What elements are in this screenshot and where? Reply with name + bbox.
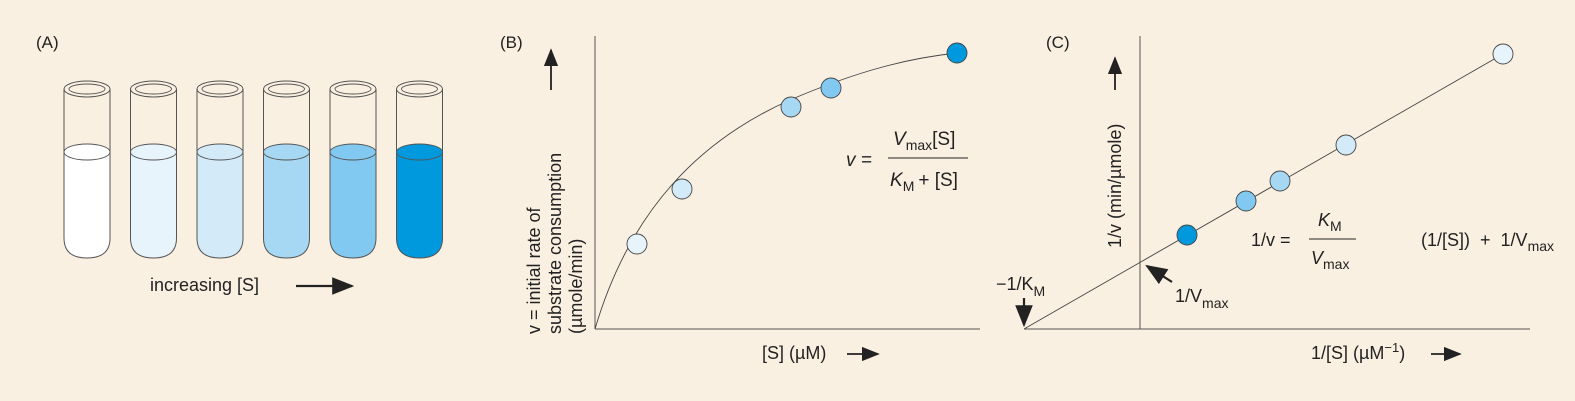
y-intercept-sub: max xyxy=(1202,295,1228,311)
y-intercept-label: 1/Vmax xyxy=(1175,286,1228,311)
panel-b-x-label: [S] (µM) xyxy=(762,343,826,363)
tube-glass xyxy=(196,89,244,259)
svg-text:KM+ [S]: KM + [S] xyxy=(890,170,958,194)
lb-eq-rhs-sub: max xyxy=(1528,238,1554,254)
mm-eq-vmax-sub: max xyxy=(906,137,932,153)
tube-rim-inner xyxy=(401,83,438,95)
tube-glass xyxy=(263,89,310,259)
lb-eq-vmax-sub: max xyxy=(1323,256,1349,272)
liquid-surface xyxy=(196,143,244,161)
tube-rim-outer xyxy=(396,80,443,98)
x-intercept-sub: M xyxy=(1034,283,1046,299)
tube-liquid xyxy=(64,152,110,258)
panel-b-point xyxy=(946,42,968,64)
increasing-substrate-caption: increasing [S] xyxy=(150,275,259,295)
liquid-surface xyxy=(329,143,377,161)
test-tube xyxy=(396,80,443,259)
svg-text:Vmax: Vmax xyxy=(1311,248,1349,272)
panel-b-point xyxy=(626,233,648,255)
panel-b-y-label-line-3: (µmole/min) xyxy=(566,239,586,334)
tube-glass xyxy=(396,89,443,259)
panel-b-points xyxy=(626,42,968,255)
panel-c-x-label-main: 1/[S] (µM xyxy=(1311,343,1384,363)
mm-eq-num-s: [S] xyxy=(932,129,955,150)
liquid-surface xyxy=(263,143,310,161)
mm-eq-den-s: + [S] xyxy=(918,170,958,191)
tube-liquid xyxy=(396,152,443,258)
panel-b-point xyxy=(820,77,842,99)
test-tubes xyxy=(63,80,443,259)
y-intercept-text: 1/V xyxy=(1175,286,1202,306)
svg-text:(1/[S]) + 1/Vmax: (1/[S]) + 1/Vmax xyxy=(1376,230,1575,255)
svg-text:Vmax[S]: Vmax[S] xyxy=(893,129,955,153)
tube-rim-inner xyxy=(268,83,305,95)
panel-b: (B) v = initial rate of substrate consum… xyxy=(500,33,980,363)
lb-eq-rhs: (1/[S]) + 1/V xyxy=(1421,230,1528,250)
x-intercept-text: −1/K xyxy=(996,274,1034,294)
mm-eq-km-sub: M xyxy=(903,178,915,194)
test-tube xyxy=(263,80,310,259)
x-intercept-label: −1/KM xyxy=(996,274,1045,299)
tube-liquid xyxy=(197,152,243,258)
panel-c-point xyxy=(1176,224,1198,246)
panel-a: (A) increasing [S] xyxy=(36,33,443,295)
tube-rim-outer xyxy=(63,80,111,98)
panel-c-point xyxy=(1492,43,1514,65)
tube-liquid xyxy=(263,152,310,258)
michaelis-menten-equation: v = Vmax[S] KM + [S] xyxy=(846,129,968,194)
panel-c-x-label-sup: −1 xyxy=(1384,340,1399,355)
panel-c: (C) 1/v (min/µmole) 1/[S] (µM−1) 1/Vmax … xyxy=(996,33,1575,363)
panel-c-label: (C) xyxy=(1046,33,1070,52)
lb-eq-lhs: 1/v = xyxy=(1251,230,1291,250)
y-intercept-arrow-icon xyxy=(1145,264,1173,285)
tube-rim-inner xyxy=(135,83,172,95)
tube-glass xyxy=(63,89,111,259)
lb-eq-km: K xyxy=(1318,210,1331,230)
tube-glass xyxy=(329,89,377,259)
tube-rim-outer xyxy=(329,80,377,98)
lb-eq-km-sub: M xyxy=(1330,218,1342,234)
lineweaver-burk-equation: 1/v = KM Vmax (1/[S]) + 1/Vmax xyxy=(1251,210,1575,272)
tube-rim-outer xyxy=(130,80,177,98)
test-tube xyxy=(63,80,111,259)
panel-a-label: (A) xyxy=(36,33,59,52)
liquid-surface xyxy=(396,143,443,161)
liquid-surface xyxy=(63,143,111,161)
mm-eq-lhs: v = xyxy=(846,150,872,171)
panel-c-x-label-close: ) xyxy=(1399,343,1405,363)
tube-rim-outer xyxy=(263,80,310,98)
panel-b-label: (B) xyxy=(500,33,523,52)
lineweaver-burk-line xyxy=(1023,53,1504,330)
mm-eq-km: K xyxy=(890,170,904,191)
panel-b-y-label: v = initial rate of substrate consumptio… xyxy=(524,153,586,334)
tube-rim-outer xyxy=(196,80,244,98)
svg-text:KM: KM xyxy=(1318,210,1342,234)
tube-rim-inner xyxy=(68,83,106,95)
tube-glass xyxy=(130,89,177,259)
panel-b-y-label-line-1: v = initial rate of xyxy=(524,206,544,334)
panel-c-point xyxy=(1269,170,1291,192)
tube-rim-inner xyxy=(201,83,239,95)
panel-c-point xyxy=(1335,134,1357,156)
panel-c-x-label: 1/[S] (µM−1) xyxy=(1311,340,1405,363)
panel-c-points xyxy=(1176,43,1514,246)
tube-liquid xyxy=(330,152,376,258)
panel-b-point xyxy=(671,178,693,200)
tube-liquid xyxy=(130,152,177,258)
lb-eq-vmax: V xyxy=(1311,248,1325,268)
panel-b-point xyxy=(780,96,802,118)
panel-c-y-label-text: 1/v (min/µmole) xyxy=(1105,124,1125,248)
test-tube xyxy=(196,80,244,259)
test-tube xyxy=(130,80,177,259)
liquid-surface xyxy=(130,143,177,161)
panel-c-point xyxy=(1235,190,1257,212)
tube-rim-inner xyxy=(334,83,372,95)
mm-eq-vmax: V xyxy=(893,129,908,150)
panel-c-y-label: 1/v (min/µmole) xyxy=(1105,124,1125,248)
panel-b-y-label-line-2: substrate consumption xyxy=(545,153,565,334)
test-tube xyxy=(329,80,377,259)
